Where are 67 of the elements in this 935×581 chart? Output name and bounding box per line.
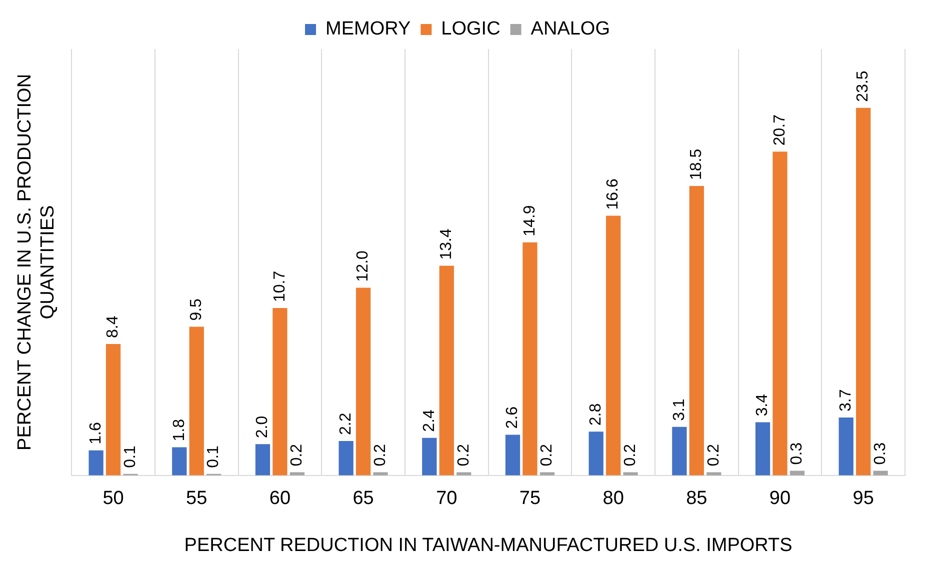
x-tick-label: 60 (269, 488, 291, 510)
bar (522, 242, 538, 476)
x-tick-label: 90 (769, 488, 791, 510)
data-label: 3.1 (670, 398, 688, 421)
bar (88, 450, 104, 476)
bar (772, 152, 788, 476)
data-label: 0.2 (538, 444, 556, 466)
bar (505, 434, 520, 476)
data-label: 0.2 (455, 444, 472, 466)
data-label: 16.6 (604, 178, 622, 210)
bar (755, 422, 770, 476)
data-label: 3.7 (838, 389, 855, 412)
bar (338, 440, 354, 476)
bar (272, 308, 288, 476)
data-label: 2.2 (337, 412, 354, 435)
bar (255, 444, 270, 476)
data-label: 0.2 (372, 444, 389, 466)
data-label: 0.3 (872, 442, 889, 465)
data-label: 14.9 (521, 205, 538, 236)
x-tick-label: 55 (186, 488, 208, 510)
y-axis-title: PERCENT CHANGE IN U.S. PRODUCTION QUANTITIES (14, 74, 58, 450)
bar (790, 470, 805, 476)
data-label: 0.3 (788, 442, 806, 465)
bar (106, 344, 121, 476)
x-axis-title: PERCENT REDUCTION IN TAIWAN-MANUFACTURED U.S. IMPORTS (184, 534, 792, 556)
bar (838, 418, 854, 476)
data-label: 13.4 (438, 228, 456, 260)
data-label: 0.1 (122, 445, 139, 468)
bar (422, 438, 437, 476)
data-label: 0.2 (622, 444, 639, 466)
x-tick-label: 70 (436, 488, 458, 510)
data-label: 18.5 (688, 148, 706, 180)
bar (356, 288, 371, 476)
legend-label: ANALOG (530, 18, 610, 40)
x-tick-label: 85 (686, 488, 708, 510)
data-label: 9.5 (188, 298, 206, 321)
bar (873, 470, 888, 476)
data-label: 0.2 (288, 444, 306, 466)
bar (672, 426, 687, 476)
data-label: 10.7 (271, 270, 288, 302)
bar (856, 108, 871, 476)
bar (439, 266, 454, 476)
data-label: 2.4 (420, 410, 438, 432)
x-tick-label: 95 (852, 488, 874, 510)
x-tick-label: 75 (519, 488, 541, 510)
data-label: 23.5 (854, 70, 872, 102)
bar (588, 432, 604, 476)
bar (606, 216, 621, 476)
bar (172, 447, 187, 476)
data-label: 12.0 (354, 250, 372, 282)
x-tick-label: 50 (102, 488, 124, 510)
data-label: 0.2 (705, 444, 722, 466)
data-label: 20.7 (771, 114, 788, 146)
data-label: 1.6 (87, 422, 104, 444)
data-label: 0.1 (205, 445, 222, 468)
data-label: 1.8 (170, 418, 188, 442)
x-tick-label: 65 (352, 488, 374, 510)
data-label: 2.6 (504, 406, 522, 429)
legend-label: LOGIC (441, 18, 500, 40)
legend-label: MEMORY (326, 18, 411, 40)
bar (689, 186, 704, 476)
data-label: 8.4 (104, 316, 122, 338)
x-tick-label: 80 (602, 488, 624, 510)
data-label: 2.8 (587, 403, 604, 426)
data-label: 3.4 (754, 394, 772, 416)
data-label: 2.0 (254, 416, 272, 438)
bar (189, 326, 204, 476)
